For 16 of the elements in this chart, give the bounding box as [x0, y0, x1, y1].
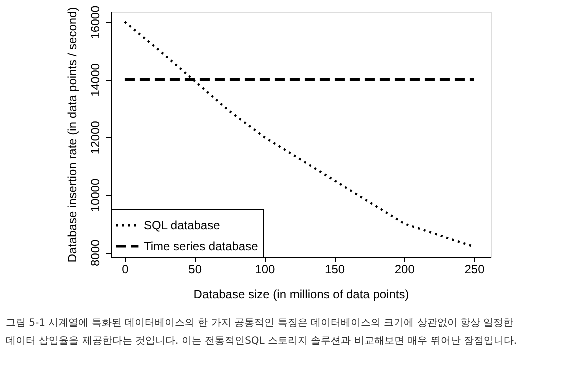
- x-tick-label: 0: [122, 262, 130, 276]
- legend-label: SQL database: [144, 218, 221, 232]
- y-tick-label: 10000: [88, 178, 102, 212]
- legend-label: Time series database: [144, 240, 259, 254]
- x-tick-label: 100: [255, 262, 276, 276]
- y-tick-label: 14000: [88, 63, 102, 97]
- y-tick-label: 16000: [88, 6, 102, 40]
- caption: 그림 5-1 시계열에 특화된 데이터베이스의 한 가지 공통적인 특징은 데이터베이스의 크기에 상관없이 항상 일정한 데이터 삽입율을 제공한다는 것입니다. 이는 전통적인SQL 스토리지 솔루션과 비교해보면 매우 뛰어난 장점입니다.: [6, 318, 518, 347]
- x-tick-label: 50: [188, 262, 202, 276]
- x-axis-title: Database size (in millions of data points): [194, 288, 410, 302]
- y-tick-label: 12000: [88, 120, 102, 155]
- x-tick-label: 150: [325, 262, 346, 276]
- y-axis-title: Database insertion rate (in data points / second): [66, 7, 80, 263]
- x-tick-label: 200: [394, 262, 416, 276]
- x-tick-label: 250: [464, 262, 486, 276]
- y-tick-label: 8000: [88, 240, 102, 267]
